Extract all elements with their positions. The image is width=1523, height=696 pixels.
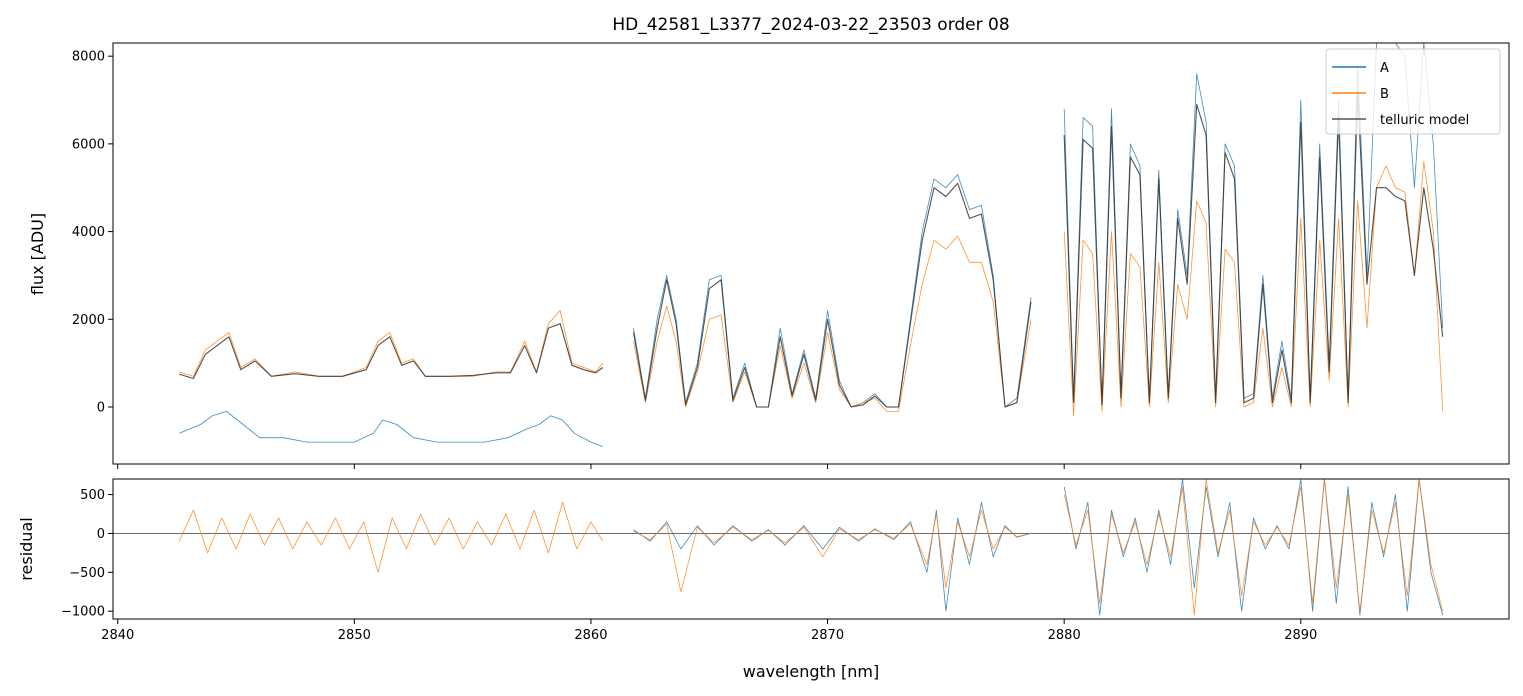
legend-label-telluric: telluric model xyxy=(1380,113,1469,128)
flux-panel-frame xyxy=(112,42,1510,465)
flux-series-b-segment-2 xyxy=(633,235,1032,412)
residual-y-tick-label: 0 xyxy=(97,527,105,542)
residual-x-tick-label: 2890 xyxy=(1284,628,1317,643)
flux-series-a-segment-2 xyxy=(633,174,1032,408)
legend-label-b: B xyxy=(1380,87,1389,102)
flux-axes: 0 2000 4000 6000 8000 xyxy=(72,50,1302,469)
residual-x-tick-label: 2850 xyxy=(338,628,371,643)
flux-y-tick-label: 6000 xyxy=(72,137,105,152)
flux-series-a-segment-1 xyxy=(179,411,603,447)
residual-y-tick-label: −500 xyxy=(69,566,105,581)
residual-axes: −1000 −500 0 500 2840 2850 2860 2870 2880 2890 xyxy=(61,488,1317,643)
residual-series-group xyxy=(178,479,1444,616)
flux-series-telluric-model-segment-3 xyxy=(1063,90,1444,406)
flux-series-group xyxy=(179,43,1444,447)
flux-series-b-segment-1 xyxy=(179,310,604,377)
flux-y-axis-label: flux [ADU] xyxy=(28,213,47,295)
flux-series-telluric-model-segment-1 xyxy=(179,323,604,380)
legend: A B telluric model xyxy=(1325,48,1501,135)
flux-series-telluric-model-segment-2 xyxy=(632,182,1032,408)
residual-x-tick-label: 2880 xyxy=(1048,628,1081,643)
flux-y-tick-label: 8000 xyxy=(72,50,105,65)
flux-series-b-segment-3 xyxy=(1063,161,1444,417)
x-axis-label: wavelength [nm] xyxy=(743,662,880,681)
residual-series-b-segment-1 xyxy=(178,501,604,573)
residual-y-tick-label: 500 xyxy=(80,488,105,503)
flux-panel: 0 2000 4000 6000 8000 flux [ADU] xyxy=(28,42,1510,469)
residual-x-tick-label: 2860 xyxy=(574,628,607,643)
residual-x-tick-label: 2870 xyxy=(811,628,844,643)
residual-panel: −1000 −500 0 500 2840 2850 2860 2870 2880 2890 re… xyxy=(17,478,1510,681)
flux-y-tick-label: 2000 xyxy=(72,313,105,328)
residual-series-b-segment-2 xyxy=(633,509,1032,593)
legend-box xyxy=(1325,48,1501,135)
flux-y-tick-label: 4000 xyxy=(72,225,105,240)
residual-panel-frame xyxy=(112,478,1510,620)
residual-y-tick-label: −1000 xyxy=(61,605,105,620)
legend-label-a: A xyxy=(1380,61,1389,76)
residual-series-b-segment-3 xyxy=(1063,479,1444,616)
flux-y-tick-label: 0 xyxy=(97,400,105,415)
chart-title: HD_42581_L3377_2024-03-22_23503 order 08 xyxy=(612,15,1009,35)
residual-x-tick-label: 2840 xyxy=(101,628,134,643)
residual-y-axis-label: residual xyxy=(17,517,36,580)
